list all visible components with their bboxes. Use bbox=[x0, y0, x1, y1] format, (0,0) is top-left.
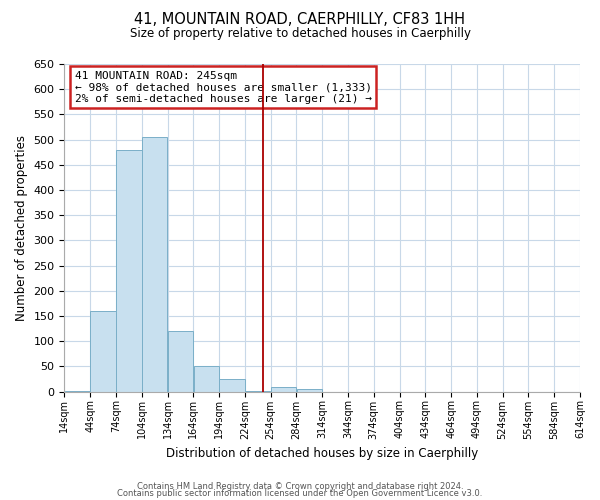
X-axis label: Distribution of detached houses by size in Caerphilly: Distribution of detached houses by size … bbox=[166, 447, 478, 460]
Bar bbox=[296, 389, 322, 392]
Bar bbox=[168, 331, 193, 392]
Text: 41, MOUNTAIN ROAD, CAERPHILLY, CF83 1HH: 41, MOUNTAIN ROAD, CAERPHILLY, CF83 1HH bbox=[134, 12, 466, 28]
Bar bbox=[91, 311, 116, 392]
Bar bbox=[142, 137, 167, 392]
Bar bbox=[245, 390, 271, 392]
Bar bbox=[194, 366, 219, 392]
Bar bbox=[271, 386, 296, 392]
Bar bbox=[219, 379, 245, 392]
Text: Contains HM Land Registry data © Crown copyright and database right 2024.: Contains HM Land Registry data © Crown c… bbox=[137, 482, 463, 491]
Text: Contains public sector information licensed under the Open Government Licence v3: Contains public sector information licen… bbox=[118, 490, 482, 498]
Y-axis label: Number of detached properties: Number of detached properties bbox=[15, 135, 28, 321]
Text: Size of property relative to detached houses in Caerphilly: Size of property relative to detached ho… bbox=[130, 28, 470, 40]
Bar bbox=[116, 150, 142, 392]
Bar bbox=[65, 390, 90, 392]
Text: 41 MOUNTAIN ROAD: 245sqm
← 98% of detached houses are smaller (1,333)
2% of semi: 41 MOUNTAIN ROAD: 245sqm ← 98% of detach… bbox=[75, 70, 372, 104]
